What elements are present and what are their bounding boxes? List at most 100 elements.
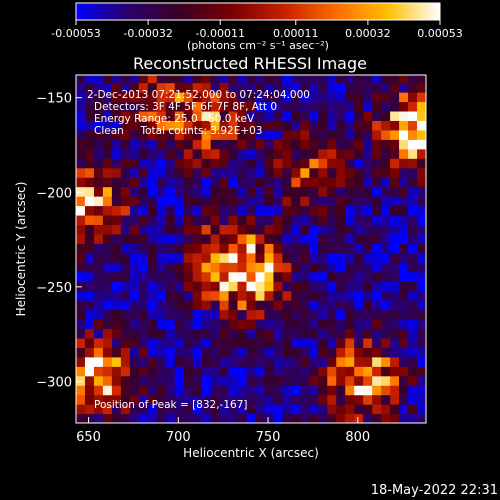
heatmap-cell: [336, 177, 346, 188]
heatmap-cell: [138, 394, 149, 405]
heatmap-cell: [237, 129, 248, 140]
heatmap-cell: [111, 413, 122, 423]
heatmap-cell: [228, 129, 239, 140]
heatmap-cell: [318, 129, 328, 140]
heatmap-cell: [76, 110, 86, 121]
heatmap-cell: [264, 243, 275, 254]
heatmap-cell: [120, 129, 131, 140]
heatmap-cell: [318, 110, 328, 121]
heatmap-cell: [147, 300, 158, 311]
heatmap-cell: [345, 385, 355, 396]
heatmap-cell: [156, 337, 167, 348]
heatmap-cell: [300, 233, 310, 244]
heatmap-cell: [408, 214, 418, 226]
heatmap-cell: [76, 205, 86, 216]
heatmap-cell: [76, 271, 86, 282]
heatmap-cell: [156, 290, 167, 301]
heatmap-cell: [138, 129, 149, 140]
heatmap-cell: [300, 271, 310, 282]
heatmap-cell: [255, 139, 266, 150]
heatmap-cell: [318, 120, 328, 131]
heatmap-cell: [120, 404, 131, 415]
heatmap-cell: [138, 196, 149, 207]
heatmap-cell: [282, 252, 292, 263]
heatmap-cell: [76, 177, 86, 188]
heatmap-cell: [381, 233, 391, 244]
heatmap-cell: [129, 262, 140, 273]
heatmap-cell: [417, 347, 426, 358]
heatmap-cell: [390, 262, 400, 273]
heatmap-cell: [363, 92, 373, 103]
heatmap-cell: [174, 101, 185, 112]
heatmap-cell: [273, 186, 284, 197]
heatmap-cell: [408, 110, 418, 121]
heatmap-cell: [399, 300, 409, 311]
heatmap-cell: [381, 356, 391, 367]
heatmap-cell: [138, 290, 149, 301]
heatmap-cell: [408, 177, 418, 188]
heatmap-cell: [264, 290, 275, 301]
heatmap-cell: [111, 177, 122, 188]
heatmap-cell: [147, 252, 158, 263]
heatmap-cell: [120, 309, 131, 320]
heatmap-cell: [84, 271, 95, 282]
heatmap-cell: [93, 233, 104, 244]
heatmap-cell: [210, 177, 221, 188]
heatmap-cell: [201, 167, 212, 178]
heatmap-cell: [84, 205, 95, 216]
heatmap-cell: [291, 101, 301, 112]
heatmap-cell: [309, 167, 319, 178]
heatmap-cell: [138, 309, 149, 320]
heatmap-cell: [399, 167, 409, 178]
heatmap-cell: [138, 347, 149, 358]
heatmap-cell: [93, 309, 104, 320]
heatmap-cell: [138, 262, 149, 273]
heatmap-cell: [219, 224, 230, 235]
heatmap-cell: [354, 413, 364, 423]
heatmap-cell: [408, 148, 418, 159]
heatmap-cell: [84, 186, 95, 197]
heatmap-cell: [354, 82, 364, 93]
heatmap-cell: [300, 385, 310, 396]
heatmap-cell: [327, 385, 337, 396]
heatmap-cell: [390, 271, 400, 282]
heatmap-cell: [237, 139, 248, 150]
heatmap-cell: [246, 243, 257, 254]
heatmap-cell: [237, 413, 248, 423]
heatmap-cell: [336, 271, 346, 282]
heatmap-cell: [120, 375, 131, 386]
heatmap-cell: [120, 224, 131, 235]
heatmap-cell: [120, 300, 131, 311]
heatmap-cell: [219, 318, 230, 330]
heatmap-cell: [237, 337, 248, 348]
heatmap-cell: [219, 413, 230, 423]
heatmap-cell: [336, 309, 346, 320]
heatmap-cell: [93, 356, 104, 367]
heatmap-cell: [291, 82, 301, 93]
heatmap-cell: [399, 413, 409, 423]
heatmap-cell: [327, 290, 337, 301]
heatmap-cell: [363, 300, 373, 311]
heatmap-cell: [282, 82, 292, 93]
heatmap-cell: [309, 148, 319, 159]
heatmap-cell: [102, 158, 113, 169]
heatmap-cell: [363, 120, 373, 131]
heatmap-cell: [237, 328, 248, 339]
heatmap-cell: [327, 148, 337, 159]
heatmap-cell: [237, 290, 248, 301]
heatmap-cell: [111, 328, 122, 339]
heatmap-cell: [201, 413, 212, 423]
heatmap-cell: [291, 309, 301, 320]
heatmap-cell: [219, 92, 230, 103]
heatmap-cell: [165, 281, 176, 292]
heatmap-cell: [291, 413, 301, 423]
heatmap-cell: [327, 205, 337, 216]
heatmap-cell: [273, 205, 284, 216]
heatmap-cell: [336, 337, 346, 348]
heatmap-cell: [354, 186, 364, 197]
heatmap-cell: [273, 224, 284, 235]
heatmap-cell: [408, 205, 418, 216]
heatmap-cell: [372, 224, 382, 235]
heatmap-cell: [399, 186, 409, 197]
heatmap-cell: [147, 337, 158, 348]
